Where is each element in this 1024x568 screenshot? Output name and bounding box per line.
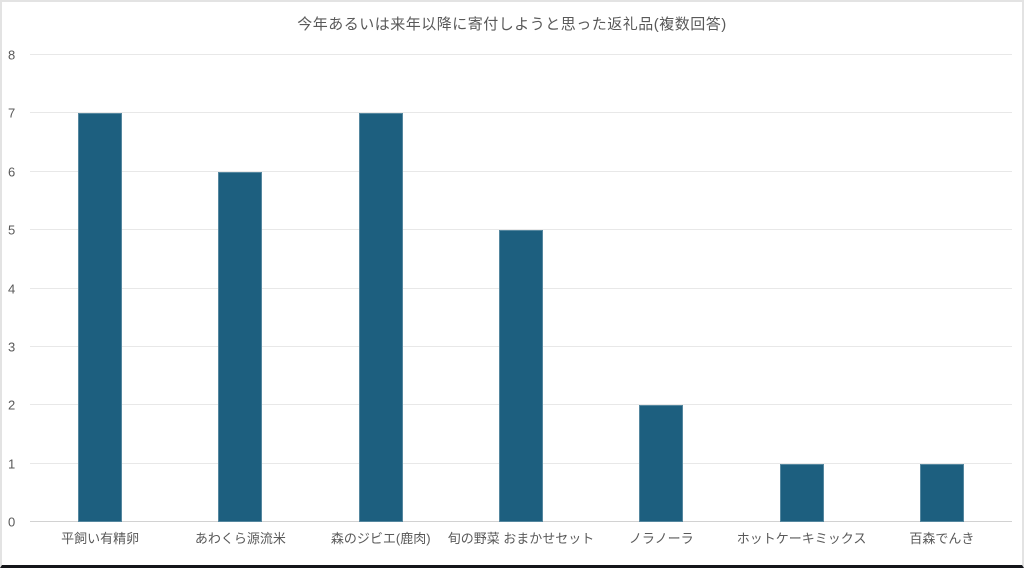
bar	[779, 463, 824, 522]
y-axis-tick-label: 4	[8, 281, 16, 296]
y-axis-tick-label: 7	[8, 105, 16, 121]
x-axis-category-label: 百森でんき	[909, 531, 975, 546]
bar	[358, 113, 403, 522]
chart-title: 今年あるいは来年以降に寄付しようと思った返礼品(複数回答)	[297, 16, 727, 33]
y-axis-tick-label: 0	[8, 514, 16, 530]
y-axis-tick-label: 3	[8, 339, 16, 355]
y-axis: 0 1 2 3 4 5 6 7 8	[8, 49, 26, 529]
x-axis-category-label: ホットケーキミックス	[736, 531, 867, 546]
y-axis-tick-label: 8	[8, 47, 16, 63]
gridline	[30, 229, 1012, 231]
bar	[639, 405, 684, 522]
bar	[78, 113, 123, 522]
x-axis-category-label: あわくら源流米	[194, 531, 286, 546]
plot-area	[30, 54, 1012, 522]
gridline	[30, 54, 1012, 55]
x-axis-category-label: 森のジビエ(鹿肉)	[330, 531, 431, 546]
y-axis-tick-label: 2	[8, 397, 16, 413]
x-axis-category-label: 平飼い有精卵	[61, 531, 140, 546]
y-axis-tick-label: 1	[8, 456, 16, 472]
bar	[218, 171, 263, 522]
bar	[919, 463, 964, 522]
x-axis-category-label: 旬の野菜 おまかせセット	[447, 531, 595, 546]
x-axis-category-label: ノラノーラ	[628, 531, 694, 546]
bar	[499, 230, 543, 522]
x-axis: 平飼い有精卵 あわくら源流米 森のジビエ(鹿肉) 旬の野菜 おまかせセット ノラノーラ ホ…	[30, 531, 1012, 551]
y-axis-tick-label: 5	[8, 222, 16, 238]
y-axis-tick-label: 6	[8, 164, 16, 180]
gridline	[30, 170, 1012, 172]
gridline	[30, 112, 1012, 114]
